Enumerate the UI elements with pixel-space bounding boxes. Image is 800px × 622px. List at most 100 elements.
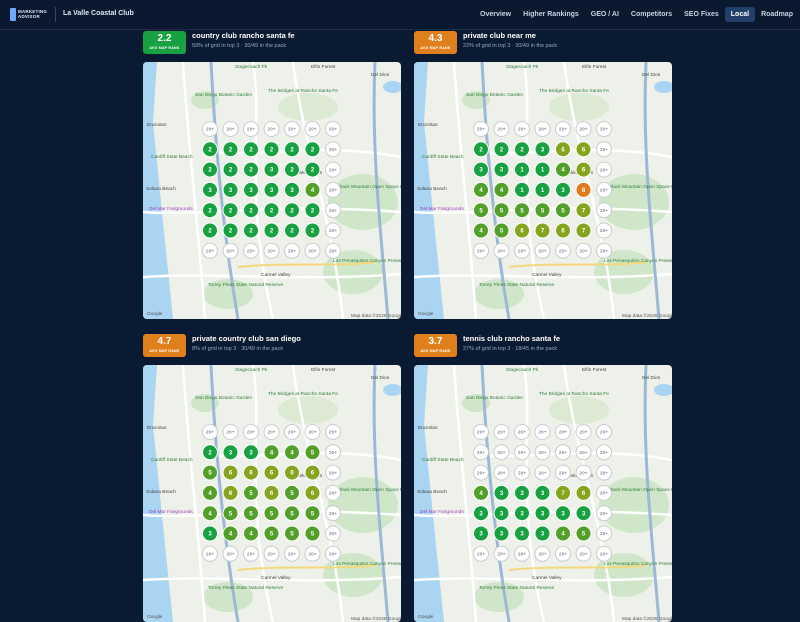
- grid-pin: [575, 121, 592, 137]
- map-label: Stagecoach Pk: [235, 64, 268, 70]
- grid-rank: 20+: [247, 249, 255, 255]
- grid-pin: [243, 202, 259, 219]
- grid-rank: 20+: [206, 430, 214, 436]
- grid-rank: 20+: [579, 430, 587, 436]
- map-label: Del Mar Fairgrounds: [149, 509, 193, 515]
- ocean: [143, 62, 173, 319]
- map-label: Map data ©2026 Google: [351, 312, 401, 319]
- grid-rank: 6: [311, 471, 315, 477]
- grid-rank: 2: [270, 208, 274, 214]
- grid-pin: [493, 222, 510, 239]
- map-label: Cardiff State Beach: [422, 154, 464, 160]
- grid-rank: 5: [249, 511, 253, 517]
- grid-rank: 5: [208, 471, 212, 477]
- grid-pin: [222, 202, 239, 219]
- map-label: Cardiff State Beach: [422, 457, 464, 463]
- grid-rank: 20+: [226, 249, 234, 255]
- grid-rank: 2: [270, 229, 274, 235]
- grid-rank: 5: [311, 511, 315, 517]
- grid-pin: [534, 222, 551, 239]
- grid-pin: [473, 424, 489, 440]
- grid-rank: 20+: [600, 147, 608, 153]
- grid-rank: 20+: [579, 552, 587, 558]
- grid-rank: 8: [582, 188, 586, 194]
- grid-rank: 20+: [477, 430, 485, 436]
- grid-pin: [284, 444, 300, 461]
- grid-pin: [534, 525, 551, 542]
- grid-rank: 20+: [206, 249, 214, 255]
- grid-rank: 20+: [497, 552, 505, 558]
- grid-rank: 20+: [288, 552, 296, 558]
- grid-rank: 20+: [600, 167, 608, 173]
- grid-pin: [575, 242, 592, 259]
- grid-rank: 3: [479, 168, 483, 174]
- grid-pin: [202, 141, 218, 158]
- grid-pin: [284, 242, 300, 259]
- map-label: Torrey Pines State Natural Reserve: [479, 585, 555, 591]
- grid-pin: [325, 464, 341, 481]
- map-label: San Diego Botanic Garden: [195, 92, 252, 98]
- grid-pin: [202, 444, 218, 461]
- nav-item[interactable]: Overview: [480, 11, 512, 18]
- nav-item[interactable]: Higher Rankings: [523, 11, 579, 18]
- park: [549, 396, 609, 424]
- grid-rank: 20+: [600, 188, 608, 194]
- avg-rank-badge: 4.3 AVG MAP RANK: [414, 31, 457, 54]
- grid-pin: [325, 121, 341, 137]
- grid-pin: [284, 424, 300, 440]
- grid-pin: [222, 222, 239, 239]
- grid-pin: [473, 505, 489, 522]
- grid-pin: [202, 121, 218, 137]
- grid-rank: 20+: [538, 249, 546, 255]
- grid-rank: 20+: [329, 491, 337, 497]
- map-label: Solana Beach: [417, 489, 447, 495]
- grid-rank: 6: [229, 491, 233, 497]
- grid-pin: [325, 242, 341, 259]
- grid-rank: 20+: [308, 552, 316, 558]
- nav-item[interactable]: Roadmap: [761, 11, 793, 18]
- grid-pin: [325, 202, 341, 219]
- grid-pin: [534, 141, 551, 158]
- nav-item[interactable]: SEO Fixes: [684, 11, 719, 18]
- freeway: [209, 62, 240, 319]
- grid-pin: [575, 181, 592, 198]
- grid-pin: [493, 121, 510, 137]
- grid-rank: 20+: [497, 127, 505, 133]
- grid-pin: [222, 121, 239, 137]
- grid-rank: 20+: [600, 552, 608, 558]
- grid-pin: [222, 484, 239, 501]
- grid-pin: [596, 444, 612, 461]
- nav-item[interactable]: Local: [724, 7, 756, 22]
- grid-rank: 20+: [308, 430, 316, 436]
- map-label: Black Mountain Open Space Pk: [338, 487, 401, 493]
- grid-rank: 2: [290, 208, 294, 214]
- grid-rank: 20+: [267, 430, 275, 436]
- map-label: Google: [147, 614, 163, 620]
- grid-rank: 20+: [497, 249, 505, 255]
- nav-item[interactable]: Competitors: [630, 11, 673, 18]
- grid-rank: 3: [249, 450, 253, 456]
- grid-pin: [493, 505, 510, 522]
- grid-rank: 20+: [477, 470, 485, 476]
- grid-pin: [575, 484, 592, 501]
- map-label: Fairbanks Ranch: [557, 473, 594, 479]
- nav-item[interactable]: GEO / AI: [590, 11, 619, 18]
- grid-pin: [534, 202, 551, 219]
- map-label: Encinitas: [418, 122, 438, 128]
- grid-pin: [514, 464, 530, 481]
- grid-rank: 5: [311, 532, 315, 538]
- grid-rank: 5: [290, 511, 294, 517]
- grid-pin: [304, 484, 321, 501]
- map: Stagecoach Pk Elfin Forest Del Dios San Die…: [143, 62, 401, 319]
- grid-rank: 20+: [600, 249, 608, 255]
- map-label: Encinitas: [147, 122, 167, 128]
- grid-rank: 2: [249, 229, 253, 235]
- grid-pin: [304, 464, 321, 481]
- grid-pin: [222, 161, 239, 178]
- grid-pin: [222, 505, 239, 522]
- grid-rank: 1: [541, 168, 545, 174]
- map-label: Encinitas: [418, 425, 438, 431]
- grid-rank: 2: [290, 147, 294, 153]
- grid-rank: 3: [229, 188, 233, 194]
- grid-pin: [284, 505, 300, 522]
